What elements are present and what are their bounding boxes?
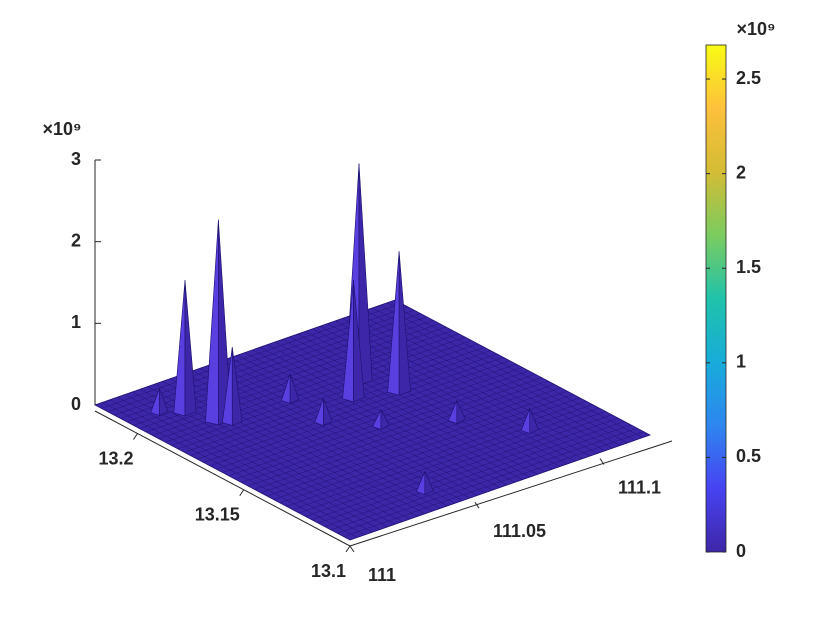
z-tick-label: 3 — [71, 149, 81, 169]
mesh-line — [171, 340, 472, 446]
colorbar-tick-label: 2.5 — [736, 68, 761, 88]
mesh-line — [203, 357, 504, 463]
mesh-line — [165, 336, 466, 443]
x-tick — [599, 458, 605, 465]
peak — [416, 471, 434, 495]
peak — [281, 373, 300, 404]
y-tick — [133, 433, 138, 440]
mesh-line — [222, 367, 523, 473]
x-axis-line — [349, 440, 673, 547]
mesh-line — [342, 318, 598, 454]
peak-face — [398, 251, 411, 396]
mesh-line — [184, 347, 485, 453]
mesh-line — [364, 310, 621, 446]
colorbar-tick-label: 0.5 — [736, 446, 761, 466]
colorbar-tick-label: 1.5 — [736, 257, 761, 277]
mesh-line — [379, 305, 636, 441]
x-tick — [474, 501, 480, 509]
colorbar-tick-label: 1 — [736, 352, 746, 372]
colorbar-tick-label: 2 — [736, 162, 746, 182]
y-tick — [239, 489, 245, 497]
peak-face — [358, 163, 373, 386]
y-tick-label: 13.1 — [311, 561, 346, 581]
mesh-line — [196, 353, 498, 460]
y-tick-label: 13.15 — [195, 505, 240, 525]
mesh-line — [387, 302, 643, 438]
peak-face — [231, 346, 243, 426]
y-tick-label: 13.2 — [98, 448, 133, 468]
peak — [448, 400, 466, 424]
mesh-line — [289, 336, 546, 472]
mesh-line — [259, 347, 516, 483]
peak-face — [353, 279, 365, 403]
mesh-line — [120, 313, 421, 419]
peak-face — [173, 280, 186, 417]
peak-face — [205, 219, 219, 426]
z-tick-label: 0 — [71, 394, 81, 414]
mesh-line — [297, 333, 553, 470]
peak-face — [323, 398, 333, 426]
peak-face — [159, 388, 169, 416]
mesh-line — [209, 360, 510, 466]
z-tick-label: 2 — [71, 230, 81, 250]
peak — [222, 346, 243, 426]
peak-face — [289, 373, 300, 404]
surface-mesh — [101, 302, 644, 538]
mesh-line — [282, 339, 538, 475]
x-tick-label: 111 — [368, 565, 396, 585]
z-multiplier: ×10⁹ — [42, 119, 81, 139]
mesh-line — [274, 341, 531, 478]
peak — [205, 219, 232, 426]
mesh-line — [177, 343, 478, 450]
peak-face — [456, 400, 466, 424]
x-tick — [349, 545, 355, 553]
x-tick-label: 111.1 — [618, 477, 661, 497]
peak-face — [380, 409, 390, 430]
peak-face — [184, 280, 197, 417]
mesh-line — [190, 350, 491, 456]
peak — [372, 409, 390, 430]
colorbar-multiplier: ×10⁹ — [736, 19, 775, 39]
peak-face — [424, 471, 434, 495]
y-tick — [345, 545, 351, 553]
peak — [520, 407, 539, 434]
colorbar-tick-label: 0 — [736, 541, 746, 561]
peak — [314, 398, 333, 426]
mesh-line — [372, 307, 628, 444]
mesh-line — [334, 320, 591, 457]
peak — [342, 279, 365, 403]
peak-face — [529, 407, 539, 434]
x-tick-label: 111.05 — [493, 521, 546, 541]
peak — [173, 280, 197, 417]
mesh-line — [267, 344, 523, 480]
colorbar — [705, 44, 727, 553]
peak — [150, 388, 169, 416]
z-tick-label: 1 — [71, 312, 81, 332]
mesh-line — [216, 363, 517, 470]
peak — [387, 251, 411, 396]
